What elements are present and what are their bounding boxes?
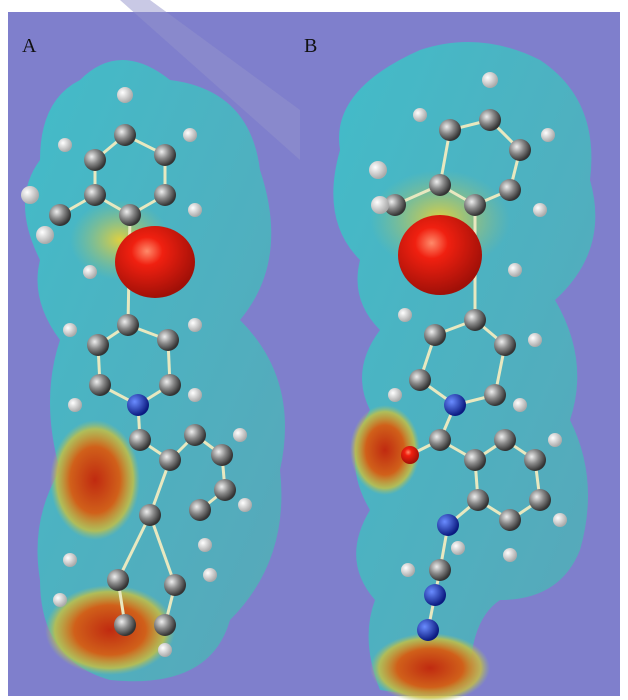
atom: [437, 514, 459, 536]
atom: [84, 184, 106, 206]
atom: [369, 161, 387, 179]
atom: [524, 449, 546, 471]
atom: [484, 384, 506, 406]
atom: [214, 479, 236, 501]
atom: [451, 541, 465, 555]
atom: [183, 128, 197, 142]
atom: [203, 568, 217, 582]
atom: [371, 196, 389, 214]
atom: [53, 593, 67, 607]
atom: [154, 184, 176, 206]
atom: [541, 128, 555, 142]
negative-region: [370, 633, 490, 700]
atom: [188, 388, 202, 402]
atom: [139, 504, 161, 526]
atom: [528, 333, 542, 347]
atom: [84, 149, 106, 171]
atom: [198, 538, 212, 552]
atom: [159, 374, 181, 396]
atom: [83, 265, 97, 279]
figure: A B: [0, 0, 628, 700]
atom: [513, 398, 527, 412]
atom: [424, 324, 446, 346]
atom: [464, 194, 486, 216]
atom: [401, 446, 419, 464]
atom: [413, 108, 427, 122]
body: A B (() => { const data = JSON.parse(doc…: [0, 0, 628, 700]
atom: [117, 314, 139, 336]
atom: [401, 563, 415, 577]
atom: [424, 584, 446, 606]
atom: [188, 318, 202, 332]
panel-label: B: [304, 35, 317, 57]
atom: [464, 449, 486, 471]
atom: [494, 429, 516, 451]
atom: [429, 174, 451, 196]
atom: [409, 369, 431, 391]
atom: [63, 553, 77, 567]
panel-label: A: [22, 35, 37, 57]
atom: [188, 203, 202, 217]
atom: [509, 139, 531, 161]
atom: [553, 513, 567, 527]
atom: [464, 309, 486, 331]
atom: [36, 226, 54, 244]
atom: [508, 263, 522, 277]
atom: [494, 334, 516, 356]
atom: [119, 204, 141, 226]
atom: [117, 87, 133, 103]
atom: [114, 614, 136, 636]
atom: [211, 444, 233, 466]
atom: [499, 509, 521, 531]
atom: [127, 394, 149, 416]
molecule-a: [21, 60, 285, 681]
atom: [107, 569, 129, 591]
atom: [63, 323, 77, 337]
atom: [87, 334, 109, 356]
atom: [398, 308, 412, 322]
atom: [114, 124, 136, 146]
oxygen-potential: [115, 226, 195, 298]
atom: [467, 489, 489, 511]
atom: [58, 138, 72, 152]
atom: [429, 429, 451, 451]
negative-region: [50, 420, 140, 540]
atom: [21, 186, 39, 204]
atom: [548, 433, 562, 447]
oxygen-potential: [398, 215, 482, 295]
atom: [482, 72, 498, 88]
atom: [129, 429, 151, 451]
atom: [157, 329, 179, 351]
atom: [533, 203, 547, 217]
atom: [158, 643, 172, 657]
atom: [68, 398, 82, 412]
atom: [417, 619, 439, 641]
atom: [238, 498, 252, 512]
atom: [503, 548, 517, 562]
atom: [233, 428, 247, 442]
atom: [529, 489, 551, 511]
page: Molecular electrostatic potential maps {…: [0, 0, 628, 700]
atom: [154, 614, 176, 636]
atom: [164, 574, 186, 596]
atom: [159, 449, 181, 471]
atom: [439, 119, 461, 141]
atom: [479, 109, 501, 131]
atom: [189, 499, 211, 521]
atom: [154, 144, 176, 166]
atom: [499, 179, 521, 201]
atom: [429, 559, 451, 581]
atom: [184, 424, 206, 446]
atom: [89, 374, 111, 396]
atom: [388, 388, 402, 402]
atom: [444, 394, 466, 416]
atom: [49, 204, 71, 226]
